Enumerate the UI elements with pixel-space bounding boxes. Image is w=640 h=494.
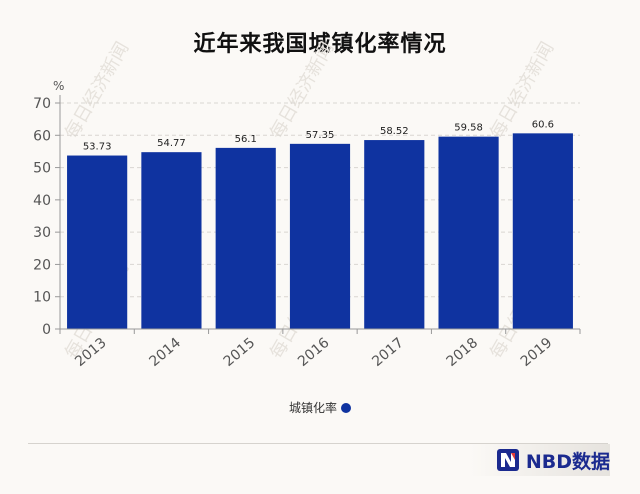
data-label: 57.35 [306,130,335,141]
data-label: 58.52 [380,126,409,137]
data-label: 53.73 [83,142,112,153]
bar [67,155,128,329]
y-tick-label: 30 [33,225,51,241]
data-label: 56.1 [235,134,257,145]
x-tick-label: 2016 [295,335,333,370]
footer-band [470,444,610,476]
bar [141,152,202,329]
y-tick-label: 10 [33,290,51,306]
x-tick-label: 2017 [369,335,407,370]
y-tick-label: 40 [33,193,51,209]
data-labels: 53.73 54.77 56.1 57.35 58.52 59.58 60.6 [83,119,554,152]
watermark-text: 每日经济新闻 [266,38,338,142]
y-tick-label: 70 [33,96,51,112]
y-tick-label: 60 [33,128,51,144]
legend: 城镇化率 [0,399,640,416]
y-tick-label: 20 [33,257,51,273]
bars [67,133,573,329]
chart-title: 近年来我国城镇化率情况 [193,32,447,57]
legend-marker [341,403,351,413]
y-axis-unit: % [53,79,64,93]
x-tick-label: 2015 [221,335,259,370]
footer-divider [28,443,608,444]
bar [512,133,573,329]
legend-label: 城镇化率 [288,401,337,415]
bar [215,147,276,329]
watermark-text: 每日经济新闻 [61,38,133,142]
bar [364,140,425,329]
bar [438,136,499,329]
nbd-logo-icon [496,449,519,471]
data-label: 60.6 [532,119,554,130]
bar-chart: 每日经济新闻每日经济新闻每日经济新闻每日经济新闻每日经济新闻每日经济新闻 53.… [33,38,581,370]
brand: NBD数据 [496,447,610,473]
x-tick-label: 2014 [146,335,184,370]
y-tick-label: 50 [33,161,51,177]
data-label: 59.58 [454,123,483,134]
data-label: 54.77 [157,138,186,149]
x-tick-label: 2019 [518,335,556,370]
y-tick-label: 0 [42,322,51,338]
x-tick-label: 2018 [444,335,482,370]
bar [289,143,351,329]
brand-name: NBD数据 [525,450,610,473]
